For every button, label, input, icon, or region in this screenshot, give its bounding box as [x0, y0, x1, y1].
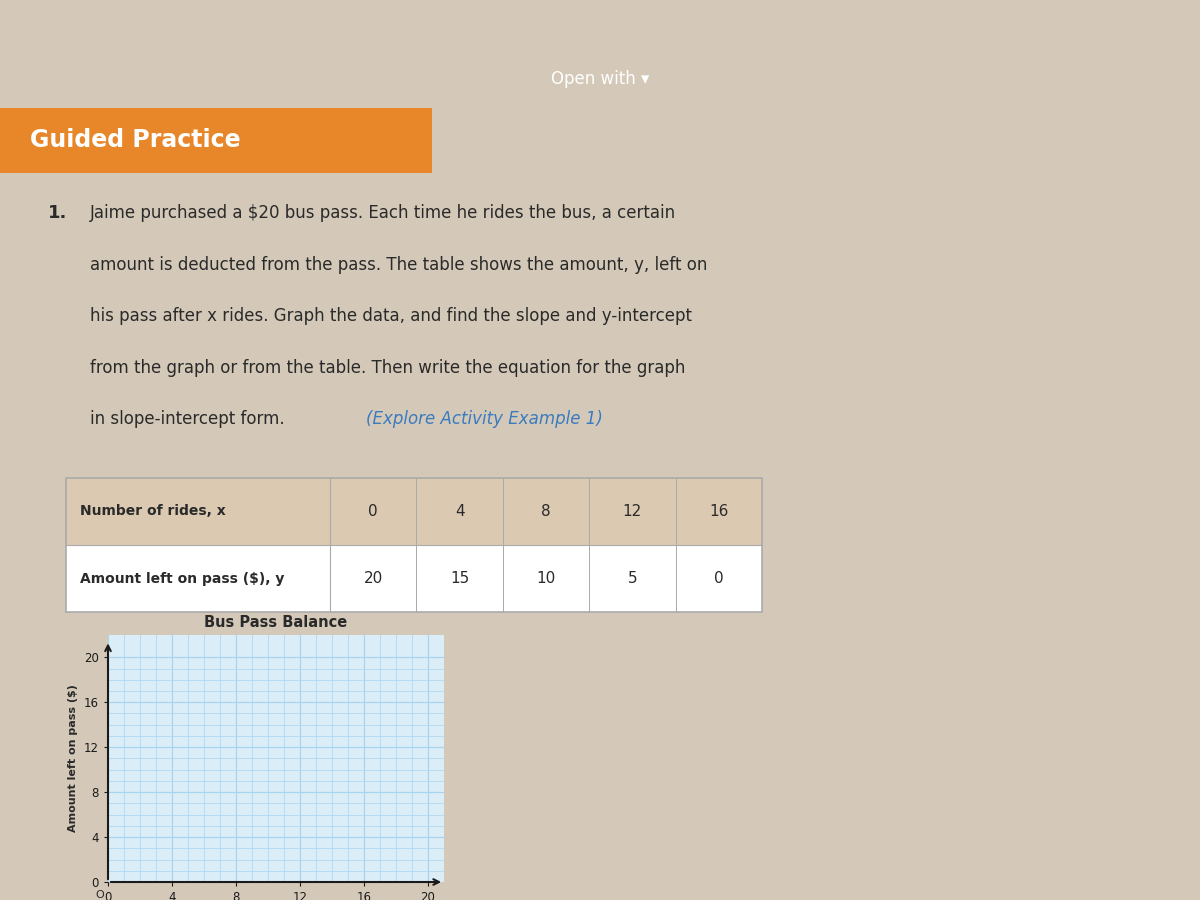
Text: amount is deducted from the pass. The table shows the amount, y, left on: amount is deducted from the pass. The ta…	[90, 256, 707, 274]
Text: 0: 0	[368, 504, 378, 519]
Text: 10: 10	[536, 572, 556, 586]
Y-axis label: Amount left on pass ($): Amount left on pass ($)	[68, 685, 78, 832]
FancyBboxPatch shape	[66, 545, 762, 612]
Text: Open with ▾: Open with ▾	[551, 70, 649, 88]
Text: from the graph or from the table. Then write the equation for the graph: from the graph or from the table. Then w…	[90, 359, 685, 377]
Text: in slope-intercept form.: in slope-intercept form.	[90, 410, 290, 428]
Title: Bus Pass Balance: Bus Pass Balance	[204, 615, 348, 629]
Text: 0: 0	[714, 572, 724, 586]
Text: 12: 12	[623, 504, 642, 519]
Text: Guided Practice: Guided Practice	[30, 129, 241, 152]
Text: his pass after x rides. Graph the data, and find the slope and y-intercept: his pass after x rides. Graph the data, …	[90, 308, 692, 326]
Text: 5: 5	[628, 572, 637, 586]
FancyBboxPatch shape	[66, 478, 762, 545]
Text: 1.: 1.	[48, 204, 67, 222]
Text: 15: 15	[450, 572, 469, 586]
Text: Jaime purchased a $20 bus pass. Each time he rides the bus, a certain: Jaime purchased a $20 bus pass. Each tim…	[90, 204, 676, 222]
Text: 8: 8	[541, 504, 551, 519]
Text: (Explore Activity Example 1): (Explore Activity Example 1)	[366, 410, 602, 428]
Text: 4: 4	[455, 504, 464, 519]
Text: O: O	[96, 890, 104, 900]
Text: Number of rides, x: Number of rides, x	[80, 504, 226, 518]
Text: Amount left on pass ($), y: Amount left on pass ($), y	[80, 572, 284, 586]
Text: 20: 20	[364, 572, 383, 586]
Text: 16: 16	[709, 504, 728, 519]
FancyBboxPatch shape	[0, 108, 432, 173]
